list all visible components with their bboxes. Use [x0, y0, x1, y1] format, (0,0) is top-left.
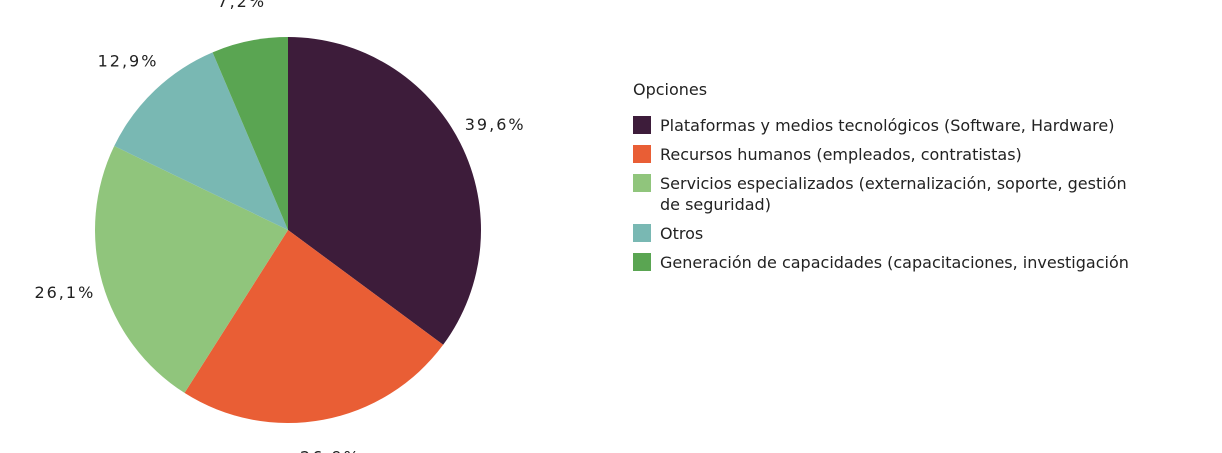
data-label: 26,1%	[34, 283, 95, 302]
pie-slice	[184, 230, 444, 423]
legend-label: Servicios especializados (externalizació…	[660, 174, 1127, 214]
legend-item: Generación de capacidades (capacitacione…	[633, 252, 1193, 273]
data-label: 12,9%	[98, 51, 159, 70]
pie-slice	[288, 37, 482, 345]
legend-item: Recursos humanos (empleados, contratista…	[633, 144, 1193, 165]
data-label: 39,6%	[465, 115, 526, 134]
pie-slice	[95, 146, 288, 393]
pie-slice	[114, 52, 288, 230]
legend-item: Servicios especializados (externalizació…	[633, 173, 1193, 215]
data-label: 7,2%	[217, 0, 266, 11]
legend-swatch	[633, 145, 651, 163]
legend-item: Plataformas y medios tecnológicos (Softw…	[633, 115, 1193, 136]
legend-label: Recursos humanos (empleados, contratista…	[660, 145, 1022, 164]
legend-title: Opciones	[633, 80, 708, 99]
legend-label: Plataformas y medios tecnológicos (Softw…	[660, 116, 1115, 135]
legend-swatch	[633, 224, 651, 242]
legend: Opciones Plataformas y medios tecnológic…	[633, 80, 1213, 281]
legend-label: Otros	[660, 224, 704, 243]
legend-swatch	[633, 116, 651, 134]
pie-slice	[212, 37, 288, 230]
legend-label: Generación de capacidades (capacitacione…	[660, 253, 1129, 272]
legend-swatch	[633, 253, 651, 271]
legend-item: Otros	[633, 223, 1193, 244]
legend-swatch	[633, 174, 651, 192]
pie-chart: 39,6% 26,9% 26,1% 12,9% 7,2%	[34, 0, 526, 453]
data-label: 26,9%	[300, 448, 361, 453]
